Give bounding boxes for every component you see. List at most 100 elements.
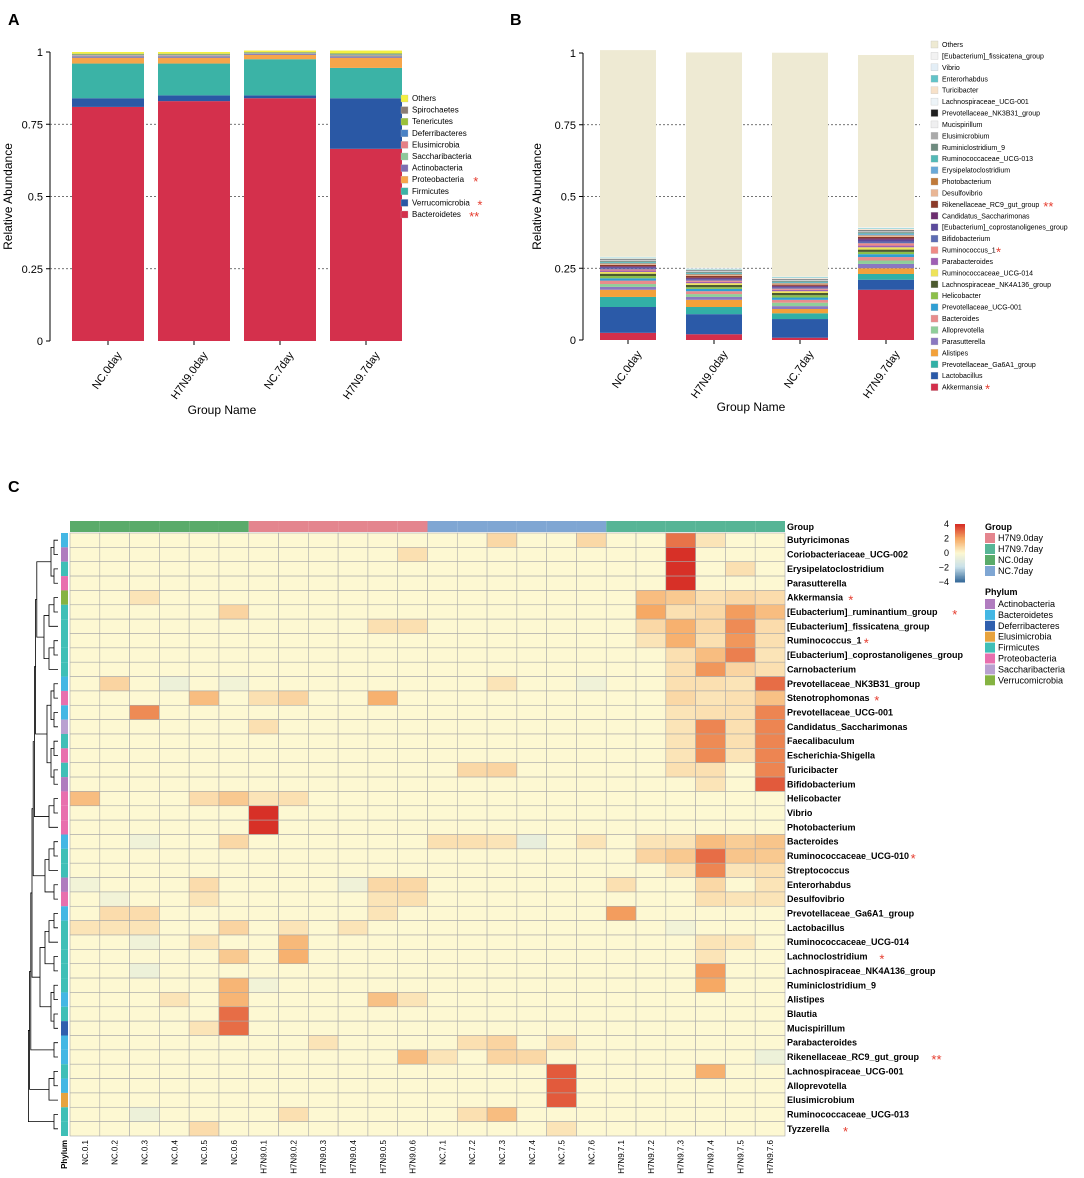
heatmap-cell xyxy=(129,1006,160,1022)
heatmap-cell xyxy=(308,819,339,835)
heatmap-cell xyxy=(188,661,220,677)
heatmap-cell xyxy=(129,1035,160,1051)
group-annotation-cell xyxy=(308,521,339,532)
heatmap-cell xyxy=(486,547,518,563)
heatmap-cell xyxy=(546,949,577,965)
heatmap-cell xyxy=(129,977,160,993)
heatmap-cell xyxy=(635,977,667,993)
heatmap-cell xyxy=(278,1035,309,1051)
legend-label-turicibacter: Turicibacter xyxy=(942,88,979,95)
group-legend-label: NC.7day xyxy=(998,566,1034,576)
heatmap-cell xyxy=(99,791,130,807)
bar-segment-deferribacteres xyxy=(72,54,144,56)
bar-segment-parabacteroides xyxy=(686,281,742,284)
heatmap-cell xyxy=(367,949,399,965)
dendrogram-branch xyxy=(53,1114,58,1130)
bar-segment-bifidobacterium xyxy=(600,268,656,270)
heatmap-cell xyxy=(427,1020,458,1036)
y-tick-label: 0 xyxy=(570,335,576,347)
heatmap-cell xyxy=(188,1121,220,1137)
heatmap-cell xyxy=(248,762,279,778)
phylum-legend-swatch xyxy=(985,653,995,664)
group-annotation-cell xyxy=(70,521,100,532)
colorbar-segment xyxy=(955,568,965,571)
heatmap-cell xyxy=(665,834,696,850)
legend-label-verrucomicrobia: Verrucomicrobia xyxy=(412,198,470,207)
heatmap-cell xyxy=(218,920,250,936)
heatmap-cell xyxy=(337,547,369,563)
heatmap-cell xyxy=(546,661,577,677)
heatmap-cell xyxy=(456,992,488,1008)
bar-segment-firmicutes xyxy=(72,63,144,99)
heatmap-cell xyxy=(516,704,547,720)
legend-swatch-saccharibacteria xyxy=(400,152,409,161)
heatmap-cell xyxy=(248,819,279,835)
heatmap-cell xyxy=(367,733,399,749)
heatmap-cell xyxy=(754,1106,786,1122)
heatmap-cell xyxy=(695,1020,726,1036)
heatmap-cell xyxy=(516,561,547,577)
heatmap-cell xyxy=(754,748,786,764)
heatmap-cell xyxy=(576,633,607,649)
phylum-annotation-cell xyxy=(61,762,68,778)
heatmap-cell xyxy=(456,704,488,720)
heatmap-cell xyxy=(99,1035,130,1051)
heatmap-cell xyxy=(129,618,160,634)
colorbar-segment xyxy=(955,526,965,529)
heatmap-cell xyxy=(635,1020,667,1036)
phylum-annotation-cell xyxy=(61,1078,68,1093)
heatmap-cell xyxy=(308,920,339,936)
heatmap-cell xyxy=(337,1035,369,1051)
heatmap-cell xyxy=(248,977,279,993)
heatmap-cell xyxy=(69,862,101,878)
heatmap-cell xyxy=(576,547,607,563)
heatmap-cell xyxy=(725,1106,756,1122)
bar-segment-photobacterium xyxy=(686,274,742,276)
heatmap-cell xyxy=(695,992,726,1008)
bar-segment-others xyxy=(330,50,402,54)
bar-segment-actinobacteria xyxy=(330,56,402,58)
heatmap-cell xyxy=(188,977,220,993)
heatmap-cell xyxy=(337,963,369,979)
colorbar-segment xyxy=(955,545,965,548)
legend-label-others: Others xyxy=(412,94,436,103)
heatmap-cell xyxy=(397,733,428,749)
heatmap-cell xyxy=(576,791,607,807)
heatmap-cell xyxy=(546,1006,577,1022)
heatmap-cell xyxy=(754,1020,786,1036)
colorbar-tick-label: 0 xyxy=(944,548,949,558)
heatmap-cell xyxy=(754,1063,786,1079)
heatmap-cell xyxy=(516,977,547,993)
heatmap-cell xyxy=(576,561,607,577)
heatmap-cell xyxy=(486,920,518,936)
heatmap-cell xyxy=(337,819,369,835)
x-axis-title: Group Name xyxy=(188,403,257,417)
legend-label-akkermansia: Akkermansia xyxy=(942,385,983,392)
heatmap-cell xyxy=(218,1063,250,1079)
heatmap-cell xyxy=(278,949,309,965)
heatmap-cell xyxy=(218,877,250,893)
bar-segment-proteobacteria xyxy=(244,54,316,60)
heatmap-cell xyxy=(456,532,488,548)
heatmap-cell xyxy=(486,532,518,548)
group-annotation-cell xyxy=(636,521,666,532)
heatmap-cell xyxy=(605,1020,637,1036)
heatmap-cell xyxy=(456,877,488,893)
y-tick-label: 0 xyxy=(37,336,43,348)
heatmap-cell xyxy=(486,862,518,878)
heatmap-cell xyxy=(516,791,547,807)
legend-swatch-prevotellaceae-ucg-001 xyxy=(930,303,939,311)
phylum-annotation-cell xyxy=(61,533,68,548)
heatmap-cell xyxy=(278,891,309,907)
column-label: NC.0.6 xyxy=(230,1139,239,1164)
heatmap-cell xyxy=(754,704,786,720)
heatmap-cell xyxy=(635,590,667,606)
heatmap-cell xyxy=(725,604,756,620)
heatmap-cell xyxy=(725,877,756,893)
heatmap-cell xyxy=(367,805,399,821)
heatmap-cell xyxy=(367,905,399,921)
bar-segment-enterorhabdus xyxy=(686,268,742,270)
heatmap-cell xyxy=(427,949,458,965)
heatmap-cell xyxy=(546,618,577,634)
heatmap-cell xyxy=(486,992,518,1008)
